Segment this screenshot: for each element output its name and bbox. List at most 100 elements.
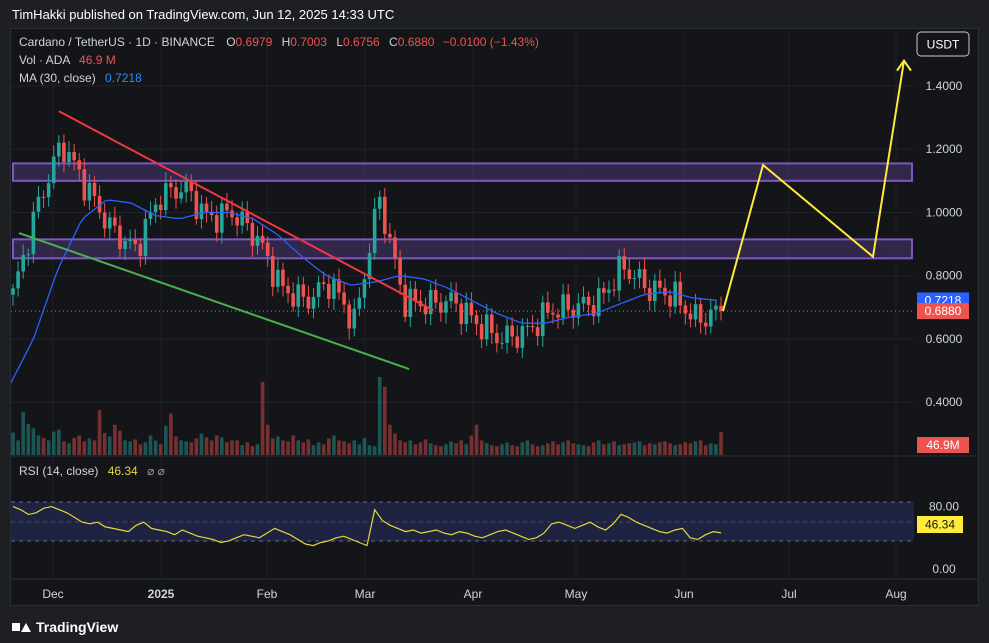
time-axis[interactable]: Dec 2025 Feb Mar Apr May Jun Jul Aug [42, 587, 906, 601]
candle-body [693, 304, 698, 320]
rsi-value: 46.34 [108, 464, 138, 478]
volume-bar [230, 440, 234, 455]
price-chart-svg[interactable]: Cardano / TetherUS · 1D · BINANCE O0.697… [8, 29, 978, 605]
volume-bar [510, 445, 514, 455]
volume-bar [143, 442, 148, 455]
volume-bar [245, 442, 250, 455]
candle-body [174, 187, 178, 199]
candle-body [683, 305, 688, 314]
volume-bar [714, 444, 718, 455]
volume-bar [642, 445, 647, 455]
candle-body [388, 233, 392, 238]
candle-body [398, 258, 402, 285]
volume-bar [439, 446, 443, 455]
volume-bar [184, 441, 188, 455]
time-tick: Mar [355, 587, 376, 601]
candle-body [11, 288, 15, 295]
volume-bar [347, 443, 351, 455]
volume-bar [500, 444, 504, 455]
candle-body [281, 269, 285, 286]
candle-body [102, 212, 107, 229]
tradingview-logo-icon [12, 621, 31, 633]
rsi-legend: RSI (14, close) 46.34 ⌀ ⌀ [19, 464, 165, 478]
footer-brand[interactable]: TradingView [12, 618, 118, 636]
candle-body [347, 304, 351, 329]
resistance-zone [12, 238, 913, 260]
candle-body [652, 280, 657, 302]
volume-bar [286, 441, 290, 455]
volume-bar [153, 440, 158, 455]
rsi-settings-icons: ⌀ ⌀ [147, 464, 165, 478]
candle-body [204, 203, 209, 212]
volume-bar [576, 444, 581, 455]
volume-bar [265, 424, 270, 455]
volume-bar [41, 437, 46, 455]
candle-body [87, 182, 92, 201]
volume-bar [602, 444, 606, 455]
candle-body [408, 288, 413, 317]
volume-bar [377, 377, 382, 455]
volume-bar [520, 442, 525, 455]
open-label: O [226, 35, 235, 49]
volume-bar [398, 440, 402, 455]
candle-body [500, 342, 504, 344]
volume-bar [678, 444, 683, 455]
candle-body [199, 203, 204, 220]
volume-bar [683, 442, 688, 455]
ma-label: MA (30, close) [19, 71, 96, 85]
candle-body [51, 156, 56, 184]
candle-body [428, 290, 433, 315]
volume-bar [459, 440, 464, 455]
vol-label: Vol · ADA [19, 53, 70, 67]
candle-body [433, 290, 438, 303]
candle-body [113, 217, 117, 226]
rsi-tick: 0.00 [932, 562, 956, 576]
candle-body [36, 196, 41, 212]
candle-body [383, 196, 387, 234]
volume-bar [612, 441, 616, 455]
candle-body [602, 288, 606, 293]
volume-bar [301, 442, 306, 455]
volume-bar [57, 429, 61, 455]
volume-bar [11, 432, 15, 455]
currency-button[interactable]: USDT [916, 31, 970, 57]
volume-bar [332, 435, 336, 455]
volume-bar [515, 446, 520, 455]
candle-body [153, 204, 158, 213]
legend-row-3: MA (30, close) 0.7218 [19, 71, 142, 85]
price-tick: 1.2000 [926, 142, 963, 156]
volume-bar [113, 424, 117, 455]
volume-bar [118, 430, 122, 455]
price-axis[interactable]: 1.4000 1.2000 1.0000 0.8000 0.6000 0.4000 [926, 79, 963, 409]
candle-body [454, 292, 458, 304]
volume-bar [16, 440, 20, 455]
candle-body [367, 253, 372, 280]
candle-body [260, 235, 265, 243]
candle-body [561, 294, 565, 318]
volume-bar [668, 443, 672, 455]
volume-bar [281, 440, 285, 455]
footer-brand-label: TradingView [36, 619, 119, 635]
candle-body [464, 302, 469, 324]
volume-bar [449, 441, 453, 455]
rsi-axis[interactable]: 80.00 0.00 [929, 500, 959, 576]
candle-body [214, 215, 219, 233]
candle-body [46, 183, 51, 198]
volume-bars [11, 377, 723, 455]
candle-body [82, 169, 87, 201]
volume-bar [525, 440, 530, 455]
candle-body [133, 239, 138, 244]
volume-bar [709, 443, 713, 455]
volume-bar [21, 412, 25, 455]
volume-bar [148, 435, 153, 455]
volume-bar [423, 439, 428, 455]
candle-body [576, 303, 581, 318]
candle-body [67, 151, 71, 163]
candle-body [647, 288, 652, 302]
candle-body [530, 325, 535, 328]
volume-bar [67, 443, 71, 455]
candle-body [505, 325, 509, 343]
chart-frame[interactable]: Cardano / TetherUS · 1D · BINANCE O0.697… [8, 28, 979, 606]
price-candles [11, 134, 723, 359]
